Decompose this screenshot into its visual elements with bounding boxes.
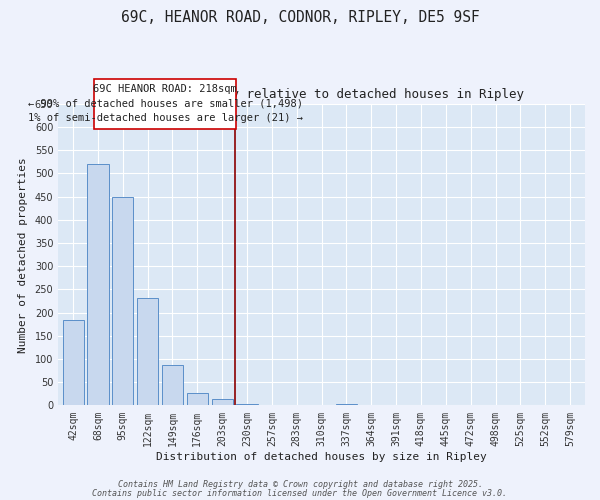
Y-axis label: Number of detached properties: Number of detached properties (18, 157, 28, 352)
Title: Size of property relative to detached houses in Ripley: Size of property relative to detached ho… (119, 88, 524, 102)
Text: Contains public sector information licensed under the Open Government Licence v3: Contains public sector information licen… (92, 488, 508, 498)
Text: 1% of semi-detached houses are larger (21) →: 1% of semi-detached houses are larger (2… (28, 112, 302, 122)
Text: ← 99% of detached houses are smaller (1,498): ← 99% of detached houses are smaller (1,… (28, 98, 302, 108)
Bar (112, 196, 133, 406)
Bar (187, 393, 208, 406)
Bar (62, 320, 83, 406)
Bar (236, 404, 257, 406)
Bar (361, 404, 382, 406)
Bar (336, 404, 357, 406)
FancyBboxPatch shape (94, 80, 236, 130)
Bar (137, 298, 158, 406)
Text: 69C HEANOR ROAD: 218sqm: 69C HEANOR ROAD: 218sqm (93, 84, 237, 94)
Text: Contains HM Land Registry data © Crown copyright and database right 2025.: Contains HM Land Registry data © Crown c… (118, 480, 482, 489)
Bar (162, 364, 183, 406)
Bar (88, 164, 109, 406)
X-axis label: Distribution of detached houses by size in Ripley: Distribution of detached houses by size … (156, 452, 487, 462)
Bar (212, 399, 233, 406)
Text: 69C, HEANOR ROAD, CODNOR, RIPLEY, DE5 9SF: 69C, HEANOR ROAD, CODNOR, RIPLEY, DE5 9S… (121, 10, 479, 25)
